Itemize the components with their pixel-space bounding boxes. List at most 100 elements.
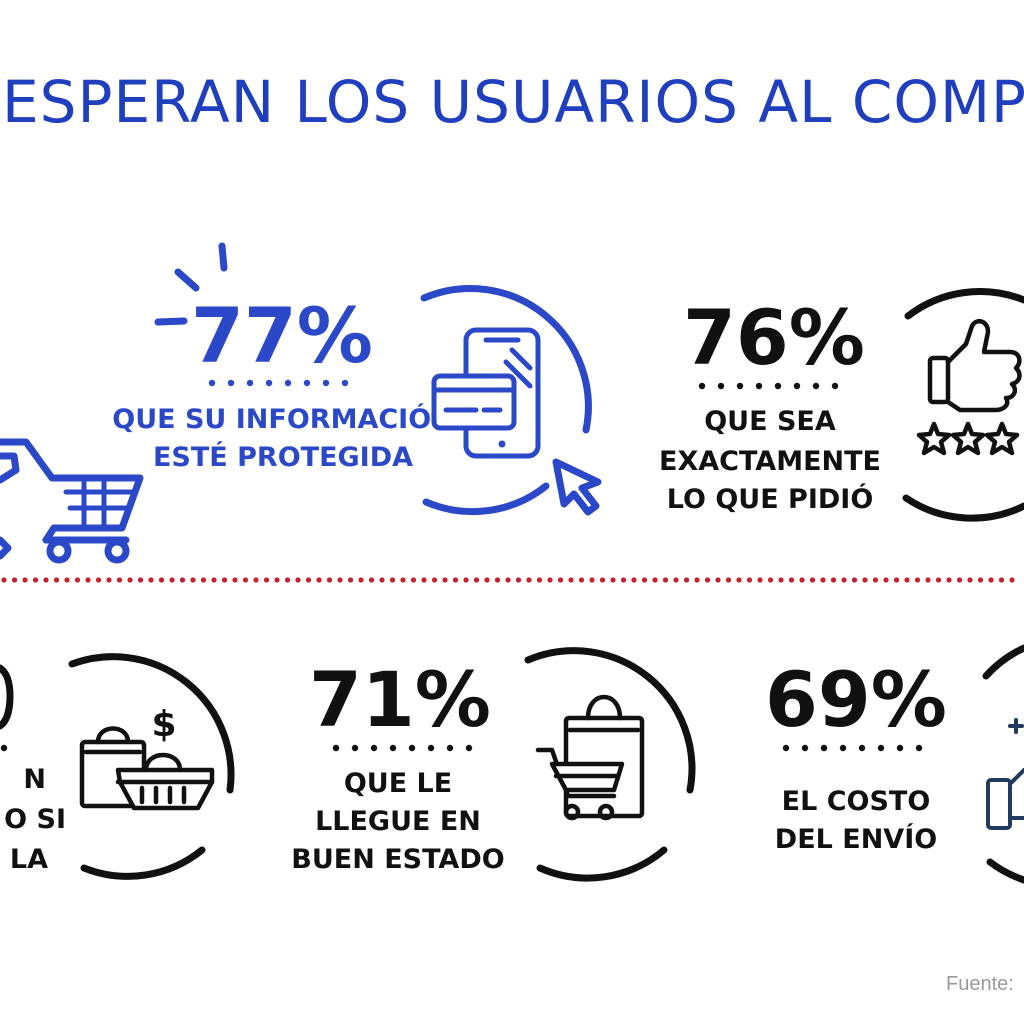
divider-dot: [578, 577, 585, 583]
shopping-basket-price-icon: $: [68, 653, 235, 880]
divider-dot: [673, 577, 679, 583]
divider-dot: [64, 577, 70, 583]
divider-dot: [935, 577, 942, 583]
stat-71-card: 71% QUE LE LLEGUE EN BUEN ESTADO: [291, 647, 696, 882]
divider-dot: [956, 577, 963, 583]
stat-76-dotted-rule: [698, 382, 839, 390]
stat-77-dotted-rule: [208, 379, 349, 387]
divider-dot: [43, 577, 49, 583]
stat-77-card: 77% QUE SU INFORMACIÓN ESTÉ PROTEGIDA: [112, 285, 602, 516]
divider-dot: [253, 577, 259, 583]
divider-dot: [274, 577, 280, 583]
divider-dot: [904, 577, 910, 583]
divider-dot: [116, 577, 123, 583]
divider-dot: [547, 577, 553, 583]
divider-dot: [872, 577, 879, 583]
divider-dot: [820, 577, 826, 583]
thumbs-up-rating-icon: [902, 287, 1024, 522]
divider-dot: [830, 577, 837, 583]
divider-dot: [757, 577, 763, 583]
stat-71-caption-line-2: LLEGUE EN: [315, 806, 481, 837]
divider-dot: [515, 577, 522, 583]
divider-dot: [610, 577, 616, 583]
stat-69-dotted-rule: [782, 744, 923, 752]
divider-dot: [977, 577, 984, 583]
divider-dot: [631, 577, 637, 583]
divider-dot: [799, 577, 805, 583]
divider-dot: [347, 577, 354, 583]
divider-dot: [599, 577, 606, 583]
divider-dot: [358, 577, 364, 583]
divider-dot: [32, 577, 39, 583]
divider-dot: [95, 577, 102, 583]
divider-dot: [505, 577, 511, 583]
source-label: Fuente:: [946, 973, 1014, 995]
divider-dot: [263, 577, 270, 583]
divider-dot: [967, 577, 973, 583]
stat-77-caption-line-2: ESTÉ PROTEGIDA: [153, 441, 413, 473]
stat-77-percent: 77%: [191, 291, 373, 380]
divider-dot: [641, 577, 648, 583]
divider-dot: [85, 577, 91, 583]
divider-dot: [715, 577, 721, 583]
divider-dot: [526, 577, 532, 583]
divider-dot: [284, 577, 291, 583]
divider-dot: [914, 577, 921, 583]
divider-dot: [1, 577, 7, 583]
secure-phone-payment-icon: [420, 285, 602, 516]
divider-dot: [988, 577, 994, 583]
divider-dot: [389, 577, 396, 583]
shopping-cart-bag-icon: [524, 647, 696, 882]
divider-dot: [179, 577, 186, 583]
divider-dot: [683, 577, 690, 583]
divider-dot: [463, 577, 469, 583]
divider-dot: [127, 577, 133, 583]
stat-71-dotted-rule: [332, 744, 473, 752]
divider-dot: [211, 577, 217, 583]
divider-dot: [767, 577, 774, 583]
divider-dot: [851, 577, 858, 583]
divider-dot: [232, 577, 238, 583]
divider-dot: [652, 577, 658, 583]
divider-dot: [788, 577, 795, 583]
divider-dot: [557, 577, 564, 583]
divider-dot: [694, 577, 700, 583]
stat-cropped-caption-line-2: O SI: [4, 804, 66, 835]
divider-dot: [169, 577, 175, 583]
divider-dot: [998, 577, 1005, 583]
divider-dot: [725, 577, 732, 583]
divider-dot: [778, 577, 784, 583]
divider-dot: [53, 577, 60, 583]
divider-dot: [736, 577, 742, 583]
divider-dot: [662, 577, 669, 583]
divider-dot: [316, 577, 322, 583]
stat-69-percent: 69%: [765, 655, 947, 744]
stat-76-caption-line-2: EXACTAMENTE: [659, 446, 881, 477]
divider-dot: [22, 577, 28, 583]
divider-dot: [106, 577, 112, 583]
divider-dot: [337, 577, 343, 583]
stat-71-caption-line-3: BUEN ESTADO: [291, 844, 504, 875]
stat-69-caption-line-1: EL COSTO: [782, 786, 931, 817]
divider-dot: [242, 577, 249, 583]
divider-dot: [305, 577, 312, 583]
dollar-sign-glyph: $: [151, 704, 176, 745]
divider-dot: [862, 577, 868, 583]
stat-76-caption-line-3: LO QUE PIDIÓ: [667, 483, 874, 515]
divider-dot: [452, 577, 459, 583]
stat-71-caption-line-1: QUE LE: [344, 768, 452, 799]
divider-dot: [221, 577, 228, 583]
stat-76-caption-line-1: QUE SEA: [704, 406, 836, 437]
divider-dot: [473, 577, 480, 583]
stat-69-caption-line-2: DEL ENVÍO: [775, 823, 937, 855]
divider-dot: [704, 577, 711, 583]
divider-dot: [442, 577, 448, 583]
stat-cropped-caption-line-3: LA: [10, 844, 48, 875]
divider-dot: [74, 577, 81, 583]
spark-lines-icon: [154, 242, 228, 326]
stat-cropped-card: N O SI LA $: [0, 653, 235, 880]
divider-dot: [431, 577, 438, 583]
divider-dot: [1009, 577, 1015, 583]
divider-dot: [137, 577, 144, 583]
